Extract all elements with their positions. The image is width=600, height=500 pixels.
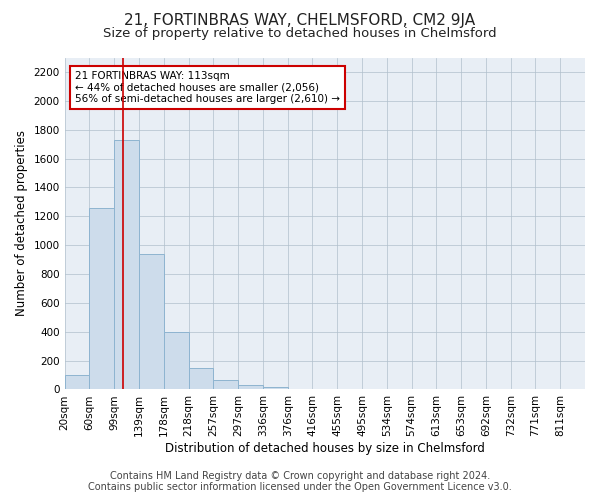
Bar [65,375,89,390]
Bar [238,385,263,390]
Bar [214,380,238,390]
Text: 21 FORTINBRAS WAY: 113sqm
← 44% of detached houses are smaller (2,056)
56% of se: 21 FORTINBRAS WAY: 113sqm ← 44% of detac… [75,71,340,104]
Bar [89,208,114,390]
Text: Size of property relative to detached houses in Chelmsford: Size of property relative to detached ho… [103,28,497,40]
Y-axis label: Number of detached properties: Number of detached properties [15,130,28,316]
X-axis label: Distribution of detached houses by size in Chelmsford: Distribution of detached houses by size … [165,442,485,455]
Bar [114,140,139,390]
Bar [139,254,164,390]
Bar [188,368,214,390]
Text: 21, FORTINBRAS WAY, CHELMSFORD, CM2 9JA: 21, FORTINBRAS WAY, CHELMSFORD, CM2 9JA [124,12,476,28]
Bar [263,386,287,390]
Text: Contains HM Land Registry data © Crown copyright and database right 2024.
Contai: Contains HM Land Registry data © Crown c… [88,471,512,492]
Bar [164,332,188,390]
